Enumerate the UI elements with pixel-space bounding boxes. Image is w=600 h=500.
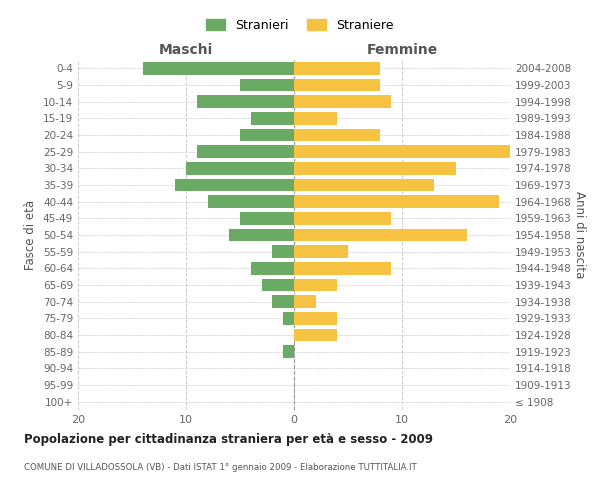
Bar — [294, 162, 456, 174]
Bar — [175, 179, 294, 192]
Bar — [251, 112, 294, 124]
Bar — [294, 312, 337, 324]
Bar — [240, 79, 294, 92]
Bar — [294, 96, 391, 108]
Bar — [294, 246, 348, 258]
Bar — [208, 196, 294, 208]
Bar — [143, 62, 294, 74]
Bar — [294, 296, 316, 308]
Legend: Stranieri, Straniere: Stranieri, Straniere — [202, 14, 398, 37]
Bar — [283, 346, 294, 358]
Bar — [294, 146, 510, 158]
Bar — [294, 196, 499, 208]
Bar — [262, 279, 294, 291]
Y-axis label: Anni di nascita: Anni di nascita — [572, 192, 586, 278]
Bar — [240, 129, 294, 141]
Text: Maschi: Maschi — [159, 42, 213, 56]
Bar — [251, 262, 294, 274]
Bar — [294, 62, 380, 74]
Bar — [197, 146, 294, 158]
Bar — [240, 212, 294, 224]
Bar — [294, 329, 337, 341]
Y-axis label: Fasce di età: Fasce di età — [25, 200, 37, 270]
Bar — [294, 262, 391, 274]
Text: Femmine: Femmine — [367, 42, 437, 56]
Bar — [294, 229, 467, 241]
Bar — [294, 179, 434, 192]
Bar — [294, 112, 337, 124]
Bar — [283, 312, 294, 324]
Text: COMUNE DI VILLADOSSOLA (VB) - Dati ISTAT 1° gennaio 2009 - Elaborazione TUTTITAL: COMUNE DI VILLADOSSOLA (VB) - Dati ISTAT… — [24, 462, 417, 471]
Bar — [294, 212, 391, 224]
Bar — [197, 96, 294, 108]
Bar — [272, 246, 294, 258]
Bar — [294, 79, 380, 92]
Bar — [272, 296, 294, 308]
Bar — [186, 162, 294, 174]
Text: Popolazione per cittadinanza straniera per età e sesso - 2009: Popolazione per cittadinanza straniera p… — [24, 432, 433, 446]
Bar — [229, 229, 294, 241]
Bar — [294, 129, 380, 141]
Bar — [294, 279, 337, 291]
